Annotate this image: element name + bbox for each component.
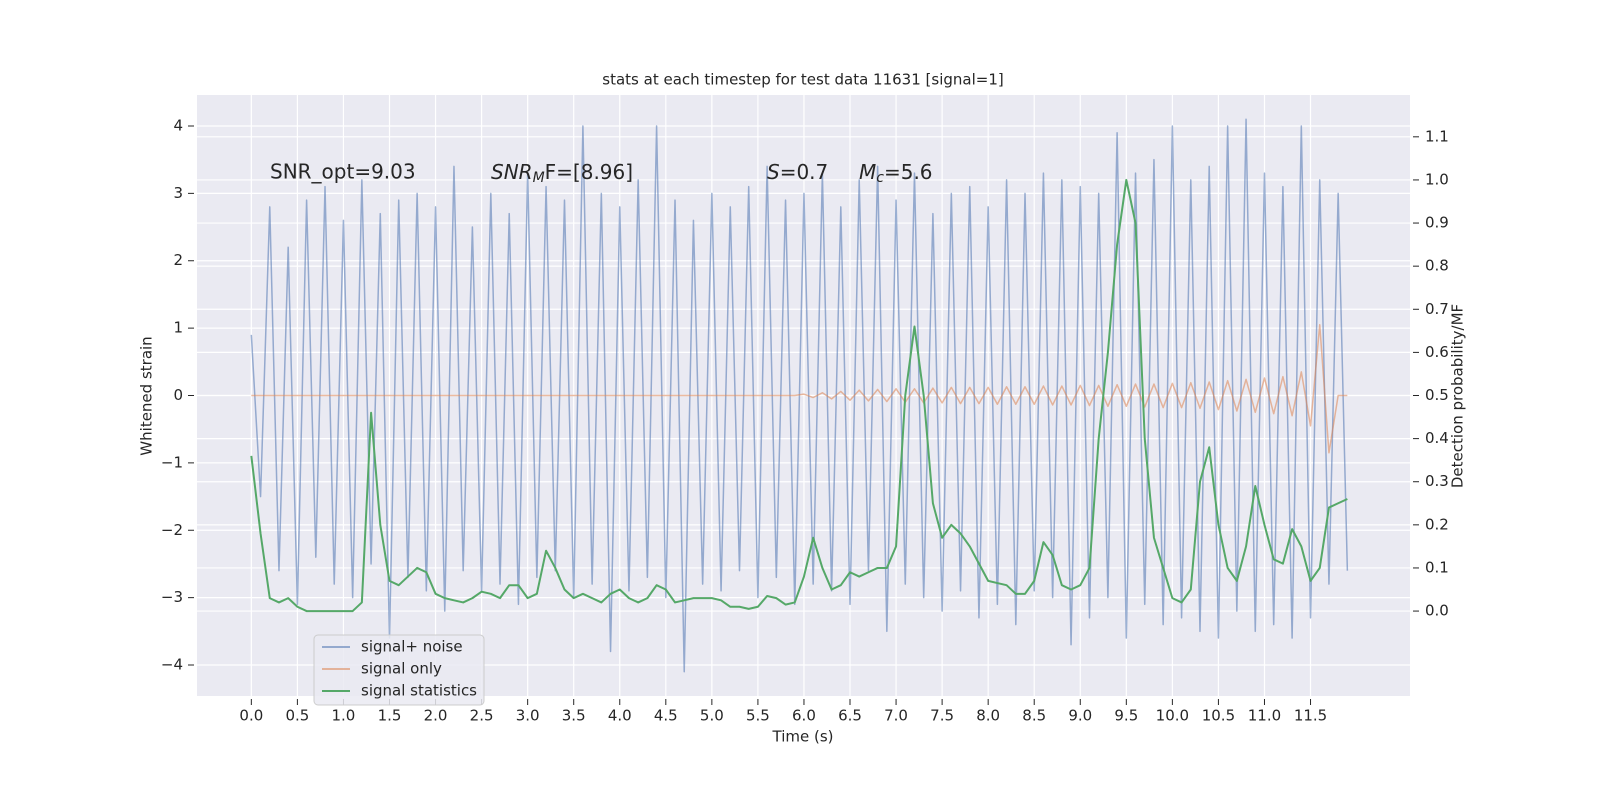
- series-line: [250, 118, 1349, 673]
- annotation: SNR_opt=9.03: [270, 160, 416, 184]
- x-tick-label: 4.5: [654, 707, 678, 725]
- y-tick-label: −3: [161, 588, 183, 606]
- x-tick-label: 10.5: [1202, 707, 1235, 725]
- annotation: SNRMF=[8.96]: [491, 160, 633, 187]
- y-tick-label: 1: [173, 319, 183, 337]
- x-tick-label: 1.5: [378, 707, 402, 725]
- x-tick-label: 6.0: [792, 707, 816, 725]
- x-tick-label: 7.5: [930, 707, 954, 725]
- x-tick-label: 7.0: [884, 707, 908, 725]
- y2-tick-label: 0.2: [1425, 515, 1449, 533]
- annotation-sub: c: [876, 170, 884, 186]
- x-tick-label: 4.0: [608, 707, 632, 725]
- y-tick-label: −1: [161, 453, 183, 471]
- y2-tick-label: 1.1: [1425, 127, 1449, 145]
- y2-tick-label: 0.6: [1425, 343, 1449, 361]
- y-axis-label: Whitened strain: [138, 336, 156, 455]
- y-tick-label: 4: [173, 116, 183, 134]
- x-tick-label: 1.0: [332, 707, 356, 725]
- annotation-base: SNR: [491, 160, 533, 184]
- x-tick-label: 9.0: [1068, 707, 1092, 725]
- annotation-base: S: [767, 160, 780, 184]
- y2-axis-label: Detection probability/MF: [1449, 304, 1467, 488]
- annotation-base: M: [859, 160, 876, 184]
- y-tick-label: 2: [173, 251, 183, 269]
- legend-label: signal+ noise: [361, 638, 463, 656]
- y-tick-label: −2: [161, 521, 183, 539]
- x-tick-label: 0.0: [239, 707, 263, 725]
- y2-tick-label: 0.3: [1425, 472, 1449, 490]
- series-line: [251, 324, 1348, 454]
- x-tick-label: 11.5: [1294, 707, 1327, 725]
- y-tick-label: 0: [173, 386, 183, 404]
- y-tick-label: −4: [161, 656, 183, 674]
- x-tick-label: 8.0: [976, 707, 1000, 725]
- x-tick-label: 0.5: [285, 707, 309, 725]
- y-tick-label: 3: [173, 184, 183, 202]
- y2-tick-label: 0.1: [1425, 558, 1449, 576]
- series-line: [250, 178, 1348, 613]
- x-tick-label: 11.0: [1248, 707, 1281, 725]
- y2-tick-label: 0.0: [1425, 602, 1449, 620]
- x-tick-label: 2.5: [470, 707, 494, 725]
- annotation: Mc=5.6: [859, 160, 933, 187]
- y2-tick-label: 0.8: [1425, 257, 1449, 275]
- x-tick-label: 10.0: [1156, 707, 1189, 725]
- x-tick-label: 5.5: [746, 707, 770, 725]
- x-tick-label: 2.0: [424, 707, 448, 725]
- x-tick-label: 8.5: [1022, 707, 1046, 725]
- x-axis-label: Time (s): [772, 728, 834, 746]
- annotation-rest: =5.6: [884, 160, 933, 184]
- annotation: S=0.7: [767, 160, 828, 184]
- x-tick-label: 6.5: [838, 707, 862, 725]
- y2-tick-label: 0.5: [1425, 386, 1449, 404]
- annotation-rest: F=[8.96]: [545, 160, 633, 184]
- x-tick-label: 3.0: [516, 707, 540, 725]
- legend-label: signal only: [361, 660, 442, 678]
- x-tick-label: 9.5: [1114, 707, 1138, 725]
- annotation-rest: =0.7: [780, 160, 829, 184]
- legend-box: [313, 634, 485, 706]
- y2-tick-label: 1.0: [1425, 170, 1449, 188]
- legend-label: signal statistics: [361, 682, 477, 700]
- y2-tick-label: 0.4: [1425, 429, 1449, 447]
- y2-tick-label: 0.7: [1425, 300, 1449, 318]
- x-tick-label: 5.0: [700, 707, 724, 725]
- y2-tick-label: 0.9: [1425, 214, 1449, 232]
- annotation-sub: M: [533, 170, 545, 186]
- x-tick-label: 3.5: [562, 707, 586, 725]
- chart-title: stats at each timestep for test data 116…: [602, 71, 1003, 89]
